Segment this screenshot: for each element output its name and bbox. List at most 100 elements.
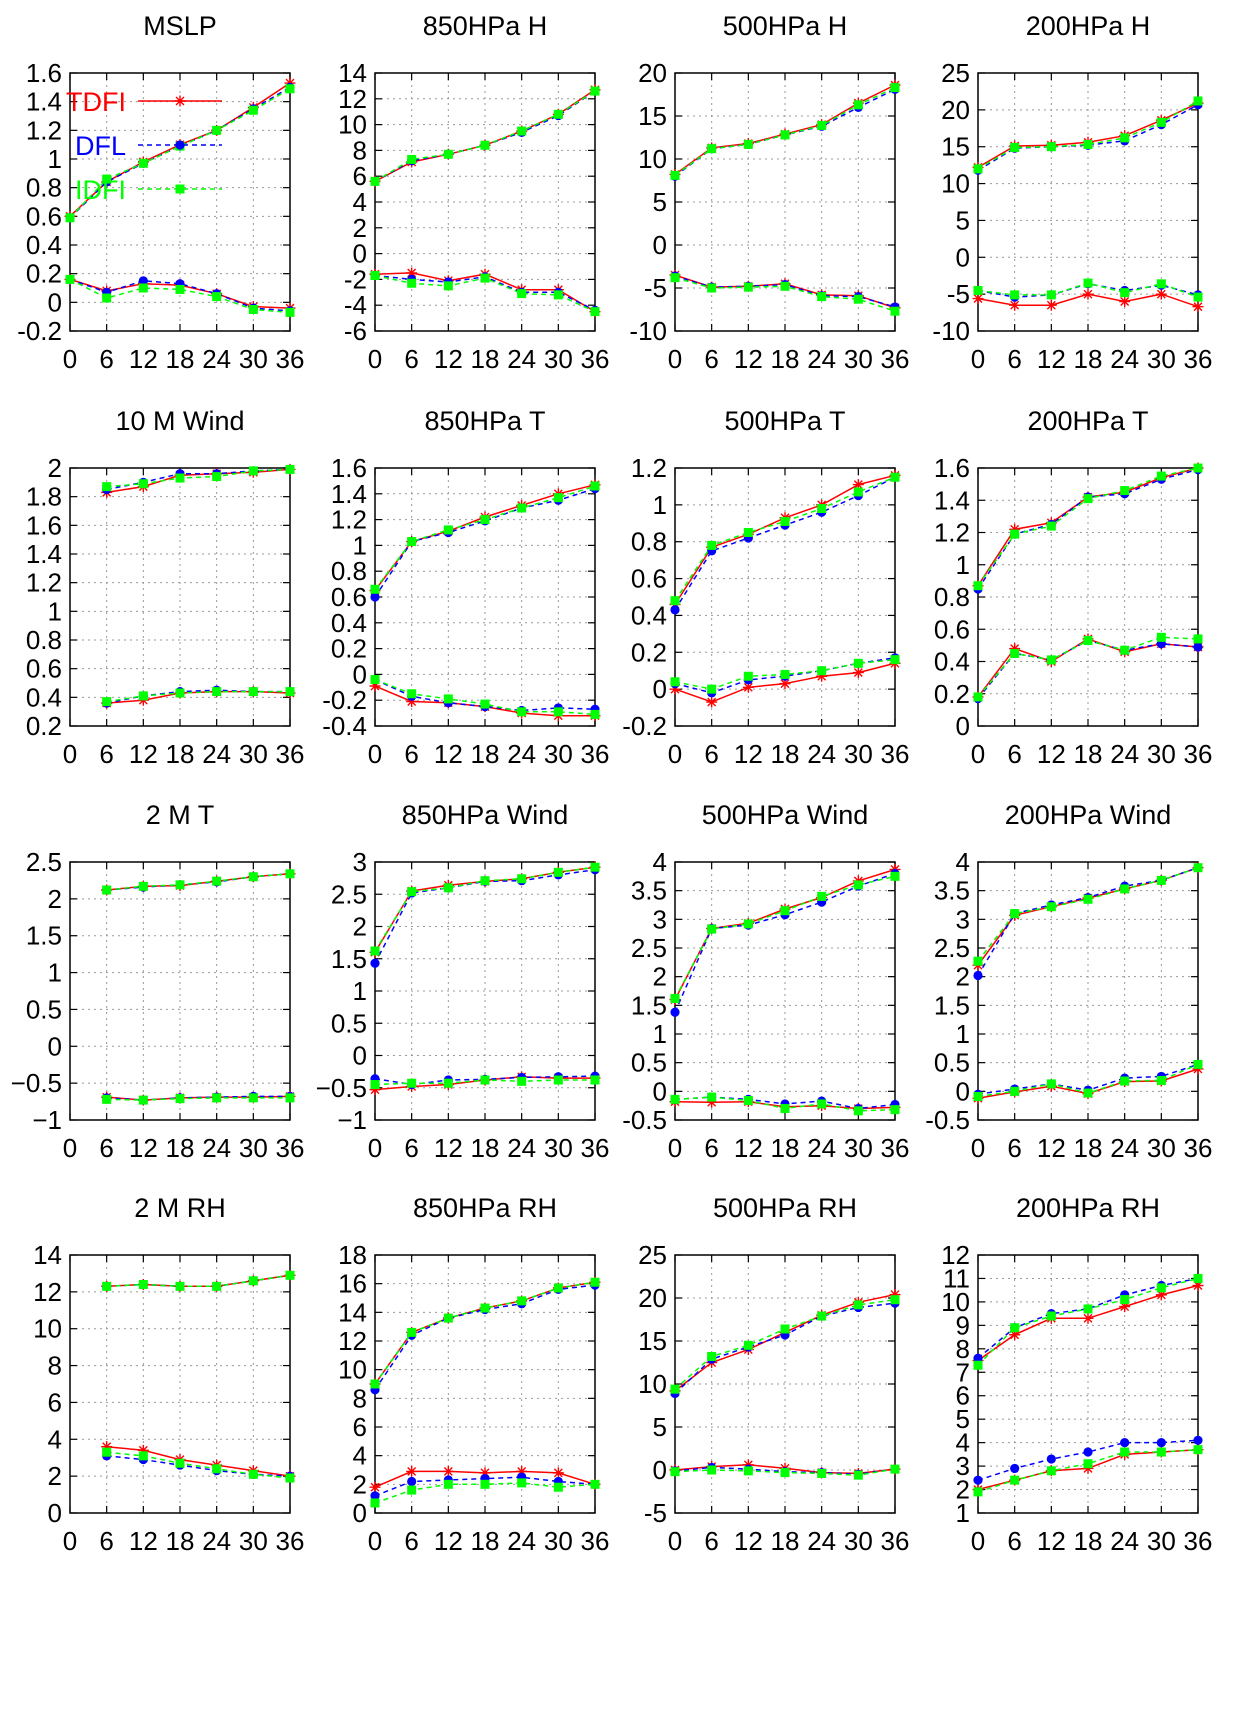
- x-tick-label: 24: [202, 1133, 231, 1163]
- y-tick-label: 2: [353, 1469, 367, 1499]
- series-line-tdfi-rmse: [106, 468, 291, 494]
- data-point-idfi: [1046, 902, 1056, 912]
- y-tick-label: -2: [344, 264, 367, 294]
- y-tick-label: 0.4: [26, 230, 62, 260]
- x-tick-label: 6: [704, 1526, 718, 1556]
- x-tick-label: 36: [1184, 739, 1213, 769]
- data-point-idfi: [743, 528, 753, 537]
- y-tick-label: 0.5: [934, 1048, 970, 1078]
- data-point-idfi: [817, 666, 827, 676]
- y-tick-label: 0: [48, 1498, 62, 1528]
- data-point-idfi: [1120, 288, 1130, 298]
- data-point-idfi: [65, 213, 75, 223]
- panel-title: 850HPa Wind: [402, 800, 569, 830]
- data-point-idfi: [480, 1075, 490, 1085]
- data-point-idfi: [1010, 909, 1020, 919]
- data-point-idfi: [743, 671, 753, 681]
- data-point-idfi: [817, 891, 827, 901]
- x-tick-label: 0: [971, 344, 985, 374]
- y-tick-label: 1.2: [934, 518, 970, 548]
- y-tick-label: 4: [353, 1441, 367, 1471]
- y-tick-label: 0: [353, 1041, 367, 1071]
- x-tick-label: 30: [239, 739, 268, 769]
- y-tick-label: 14: [338, 1297, 367, 1327]
- data-point-idfi: [1193, 1059, 1203, 1069]
- data-point-idfi: [1046, 142, 1056, 152]
- data-point-idfi: [707, 283, 717, 293]
- data-point-tdfi: [1009, 523, 1021, 535]
- data-point-idfi: [973, 581, 983, 591]
- x-tick-label: 18: [1074, 1133, 1103, 1163]
- y-tick-label: 0.2: [934, 679, 970, 709]
- x-tick-label: 18: [471, 739, 500, 769]
- y-tick-label: 4: [956, 847, 970, 877]
- data-point-idfi: [1156, 1283, 1166, 1293]
- y-tick-label: 0.4: [934, 647, 970, 677]
- data-point-idfi: [1120, 1447, 1130, 1457]
- y-tick-label: 4: [653, 847, 667, 877]
- data-point-idfi: [590, 86, 600, 96]
- y-tick-label: 1: [956, 550, 970, 580]
- data-point-dfl: [973, 1475, 983, 1485]
- y-tick-label: 2.5: [934, 933, 970, 963]
- y-tick-label: 3: [956, 904, 970, 934]
- data-point-idfi: [707, 1351, 717, 1361]
- data-point-idfi: [443, 1313, 453, 1323]
- x-tick-label: 12: [734, 1526, 763, 1556]
- y-tick-label: 9: [956, 1310, 970, 1340]
- y-tick-label: 2.5: [26, 847, 62, 877]
- data-point-idfi: [175, 688, 185, 698]
- data-point-tdfi: [1045, 299, 1057, 311]
- x-tick-label: 30: [544, 739, 573, 769]
- data-point-idfi: [443, 525, 453, 535]
- x-tick-label: 24: [507, 344, 536, 374]
- data-point-idfi: [102, 482, 112, 492]
- y-tick-label: −0.5: [316, 1073, 367, 1103]
- data-point-idfi: [175, 473, 185, 483]
- x-tick-label: 6: [99, 739, 113, 769]
- data-point-tdfi: [1192, 1279, 1204, 1291]
- y-tick-label: 1: [653, 1019, 667, 1049]
- y-tick-label: 1.5: [331, 944, 367, 974]
- data-point-dfl: [407, 1476, 417, 1487]
- data-point-idfi: [102, 174, 112, 184]
- y-tick-label: 0.5: [26, 994, 62, 1024]
- x-tick-label: 36: [276, 1526, 305, 1556]
- data-point-idfi: [1193, 863, 1203, 873]
- data-point-idfi: [1193, 292, 1203, 302]
- x-tick-label: 6: [1007, 739, 1021, 769]
- data-point-dfl: [138, 276, 148, 286]
- y-tick-label: 2: [653, 962, 667, 992]
- data-point-idfi: [285, 869, 295, 879]
- x-tick-label: 36: [276, 1133, 305, 1163]
- x-tick-label: 0: [668, 344, 682, 374]
- data-point-idfi: [890, 83, 900, 93]
- data-point-idfi: [743, 919, 753, 929]
- y-tick-label: 10: [941, 169, 970, 199]
- data-point-idfi: [707, 1092, 717, 1102]
- y-tick-label: 0.6: [631, 564, 667, 594]
- x-tick-label: 18: [771, 344, 800, 374]
- data-point-idfi: [480, 876, 490, 886]
- data-point-idfi: [138, 1279, 148, 1289]
- series-line-tdfi-rmse: [977, 467, 1199, 587]
- x-tick-label: 36: [1184, 1133, 1213, 1163]
- y-tick-label: 0.6: [934, 614, 970, 644]
- data-point-idfi: [743, 282, 753, 292]
- data-point-tdfi: [1119, 296, 1131, 308]
- data-point-dfl: [1046, 1454, 1056, 1464]
- data-point-idfi: [707, 540, 717, 550]
- y-tick-label: 0.6: [331, 582, 367, 612]
- y-tick-label: 11: [943, 1263, 970, 1293]
- data-point-idfi: [1083, 494, 1093, 504]
- y-tick-label: 5: [956, 1404, 970, 1434]
- y-tick-label: 12: [33, 1277, 62, 1307]
- y-tick-label: -5: [644, 273, 667, 303]
- data-point-idfi: [370, 1498, 380, 1508]
- y-tick-label: 14: [33, 1240, 62, 1270]
- y-tick-label: 2.5: [631, 933, 667, 963]
- y-tick-label: 4: [48, 1424, 62, 1454]
- data-point-idfi: [780, 1324, 790, 1334]
